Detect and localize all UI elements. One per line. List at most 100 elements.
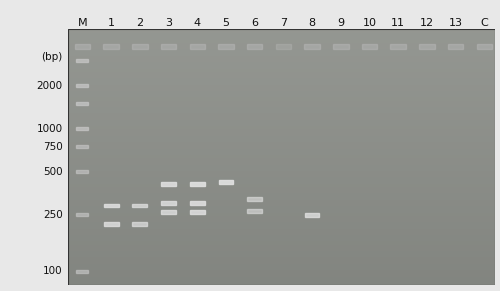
Bar — [68, 36, 495, 39]
Bar — [104, 44, 119, 49]
Bar — [68, 32, 495, 36]
Bar — [68, 247, 495, 250]
Bar — [68, 202, 495, 205]
Text: 250: 250 — [43, 210, 62, 220]
Bar — [68, 58, 495, 61]
Bar — [68, 186, 495, 189]
Bar — [68, 64, 495, 68]
Bar — [104, 222, 118, 226]
Bar — [68, 48, 495, 52]
Bar — [68, 135, 495, 138]
Text: 7: 7 — [280, 18, 287, 28]
Bar — [68, 170, 495, 173]
Bar — [304, 213, 320, 217]
Bar — [68, 125, 495, 128]
Bar — [68, 128, 495, 132]
Bar — [68, 122, 495, 125]
Bar — [276, 44, 291, 49]
Text: 750: 750 — [43, 142, 62, 152]
Bar — [68, 234, 495, 237]
Bar — [68, 132, 495, 135]
Bar — [68, 74, 495, 77]
Bar — [161, 182, 176, 186]
Bar — [68, 183, 495, 186]
Bar — [68, 244, 495, 247]
Bar — [190, 44, 205, 49]
Bar — [68, 253, 495, 256]
Bar — [68, 154, 495, 157]
Bar — [419, 44, 434, 49]
Bar — [68, 205, 495, 208]
Bar — [68, 221, 495, 224]
Text: (bp): (bp) — [41, 52, 62, 62]
Text: 12: 12 — [420, 18, 434, 28]
Bar — [161, 210, 176, 214]
Bar — [76, 127, 88, 130]
Bar — [161, 201, 176, 205]
Bar — [68, 192, 495, 196]
Bar — [68, 208, 495, 212]
Bar — [68, 266, 495, 269]
Bar — [68, 148, 495, 151]
Bar — [68, 90, 495, 93]
Bar — [68, 103, 495, 106]
Bar — [68, 250, 495, 253]
Bar — [68, 119, 495, 122]
Text: 3: 3 — [165, 18, 172, 28]
Bar — [132, 204, 148, 207]
Bar — [68, 256, 495, 260]
Bar — [68, 215, 495, 218]
Bar — [390, 44, 406, 49]
Bar — [248, 198, 262, 201]
Bar — [247, 44, 262, 49]
Bar — [476, 44, 492, 49]
Text: 6: 6 — [251, 18, 258, 28]
Bar — [76, 102, 88, 105]
Bar — [76, 84, 88, 87]
Bar — [333, 44, 348, 49]
Bar — [68, 29, 495, 32]
Bar — [76, 59, 88, 62]
Bar — [68, 93, 495, 96]
Bar — [76, 145, 88, 148]
Bar — [68, 68, 495, 71]
Bar — [68, 84, 495, 87]
Bar — [68, 228, 495, 231]
Text: 11: 11 — [391, 18, 405, 28]
Bar — [68, 138, 495, 141]
Text: 13: 13 — [448, 18, 462, 28]
Bar — [68, 240, 495, 244]
Text: 9: 9 — [337, 18, 344, 28]
Bar — [68, 199, 495, 202]
Text: 4: 4 — [194, 18, 201, 28]
Bar — [68, 80, 495, 84]
Bar — [68, 231, 495, 234]
Bar — [68, 224, 495, 228]
Text: 5: 5 — [222, 18, 230, 28]
Text: 10: 10 — [362, 18, 376, 28]
Bar — [68, 42, 495, 45]
Bar — [161, 44, 176, 49]
Bar — [68, 176, 495, 180]
Bar — [448, 44, 464, 49]
Bar — [68, 173, 495, 176]
Bar — [68, 272, 495, 276]
Text: M: M — [78, 18, 88, 28]
Bar — [248, 209, 262, 213]
Bar — [68, 160, 495, 164]
Text: 500: 500 — [43, 167, 62, 177]
Bar — [68, 71, 495, 74]
Bar — [68, 260, 495, 263]
Bar — [68, 167, 495, 170]
Bar — [68, 189, 495, 192]
Bar — [76, 213, 88, 216]
Text: C: C — [480, 18, 488, 28]
Bar — [68, 39, 495, 42]
Text: 1000: 1000 — [36, 124, 62, 134]
Bar — [68, 100, 495, 103]
Bar — [68, 237, 495, 240]
Bar — [68, 144, 495, 148]
Text: 1: 1 — [108, 18, 114, 28]
Bar — [132, 44, 148, 49]
Bar — [362, 44, 378, 49]
